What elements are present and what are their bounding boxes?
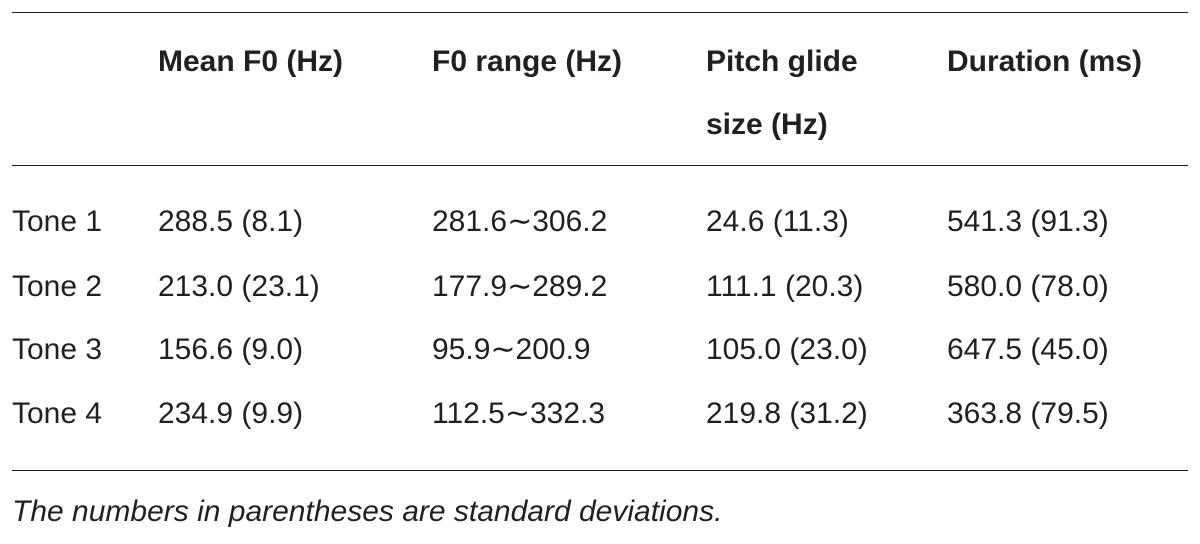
table-cell: 281.6∼306.2 bbox=[432, 205, 608, 238]
table-cell: 647.5 (45.0) bbox=[947, 333, 1109, 366]
table-cell: 112.5∼332.3 bbox=[432, 397, 606, 430]
table-cell: 288.5 (8.1) bbox=[158, 205, 304, 238]
top-rule bbox=[12, 12, 1188, 13]
column-header: Pitch glide size (Hz) bbox=[706, 45, 858, 141]
table-cell: 156.6 (9.0) bbox=[158, 333, 304, 366]
table-cell: 219.8 (31.2) bbox=[706, 397, 868, 430]
column-header: Duration (ms) bbox=[947, 45, 1142, 78]
table-cell: 24.6 (11.3) bbox=[706, 205, 849, 238]
table-cell: 580.0 (78.0) bbox=[947, 270, 1109, 303]
bottom-rule bbox=[12, 470, 1188, 471]
table-cell: 363.8 (79.5) bbox=[947, 397, 1109, 430]
table-cell: 105.0 (23.0) bbox=[706, 333, 868, 366]
table-cell: 95.9∼200.9 bbox=[432, 333, 591, 366]
column-header: Mean F0 (Hz) bbox=[158, 45, 344, 78]
row-label: Tone 4 bbox=[12, 397, 103, 430]
header-rule bbox=[12, 165, 1188, 166]
table-cell: 541.3 (91.3) bbox=[947, 205, 1109, 238]
footnote: The numbers in parentheses are standard … bbox=[12, 495, 723, 528]
column-header: F0 range (Hz) bbox=[432, 45, 623, 78]
table-cell: 213.0 (23.1) bbox=[158, 270, 320, 303]
row-label: Tone 3 bbox=[12, 333, 103, 366]
row-label: Tone 2 bbox=[12, 270, 103, 303]
row-label: Tone 1 bbox=[12, 205, 103, 238]
table-cell: 234.9 (9.9) bbox=[158, 397, 304, 430]
table-cell: 111.1 (20.3) bbox=[706, 270, 864, 303]
table-cell: 177.9∼289.2 bbox=[432, 270, 608, 303]
